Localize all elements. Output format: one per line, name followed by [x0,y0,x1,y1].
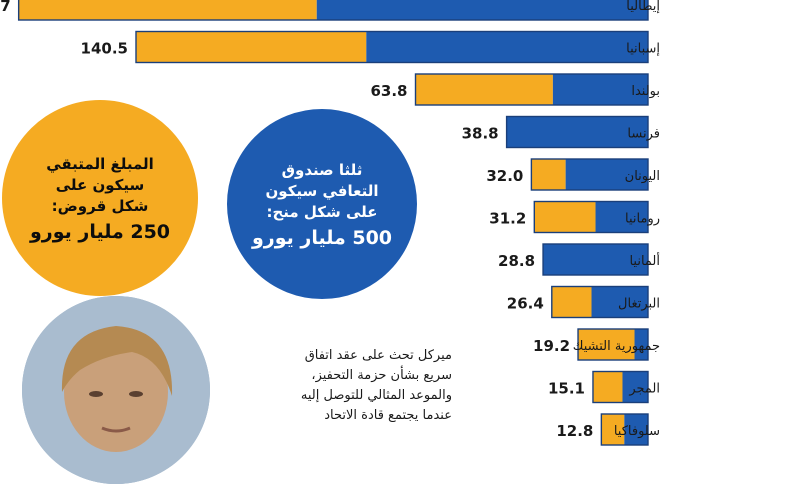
bar-segment-blue [316,0,648,20]
bar-outline [505,115,649,149]
bar-outline [533,200,649,234]
bar-segment-blue [565,159,648,190]
caption-line: عندما يجتمع قادة الاتحاد [324,408,452,423]
loans-line: شكل قروض: [51,196,149,215]
bar-segment-orange [551,286,592,318]
loans-bubble: المبلغ المتبقي سيكون على شكل قروض: 250 م… [2,100,198,296]
category-label: فرنسا [627,127,660,142]
category-label: إسبانيا [626,42,660,57]
grants-text: ثلثا صندوق التعافي سيكون على شكل منح: [265,160,378,223]
category-label: إيطاليا [626,0,660,14]
value-label: 31.2 [489,210,526,228]
grants-bubble: ثلثا صندوق التعافي سيكون على شكل منح: 50… [224,106,420,302]
bar-segment-orange [578,329,635,360]
value-label: 12.8 [556,422,593,440]
bar-outline [530,158,649,191]
bar-segment-blue [634,329,648,360]
value-label: 15.1 [548,380,585,398]
category-label: ألمانيا [629,252,660,269]
value-label: 26.4 [507,295,544,313]
bar-outline [542,243,649,276]
bar-segment-blue [595,201,648,233]
category-label: رومانيا [625,212,660,227]
bar-segment-blue [552,74,648,105]
bar-outline [17,0,649,21]
value-label: 19.2 [533,337,570,355]
loans-amount: 250 مليار يورو [29,220,171,243]
bar-outline [592,370,649,404]
category-label: البرتغال [618,297,660,312]
bar-outline [577,328,649,361]
bar-outline [551,285,649,319]
bar-segment-blue [366,31,648,63]
value-label: 172.7 [0,0,11,15]
bar-segment-blue [624,414,648,445]
bar-segment-blue [543,244,648,275]
caption-text: ميركل تحث على عقد اتفاق سريع بشأن حزمة ا… [292,346,452,426]
portrait-photo [22,296,210,484]
grants-line: على شكل منح: [266,202,378,221]
bar-segment-blue [506,116,648,148]
value-label: 28.8 [498,252,535,270]
bar-segment-orange [136,31,367,63]
bar-outline [414,73,649,106]
bar-segment-blue [591,286,648,318]
bar-segment-orange [592,371,623,403]
bar-outline [600,413,649,446]
bar-segment-blue [622,371,648,403]
loans-text: المبلغ المتبقي سيكون على شكل قروض: [46,154,154,217]
bar-segment-orange [18,0,317,20]
grants-line: التعافي سيكون [265,181,379,200]
value-label: 63.8 [370,82,407,100]
grants-amount: 500 مليار يورو [251,226,393,249]
caption-line: ميركل تحث على عقد اتفاق [304,348,452,363]
loans-line: سيكون على [55,175,145,194]
category-label: المجر [628,382,660,397]
bar-segment-orange [601,414,625,445]
category-label: بولندا [631,84,660,99]
caption-line: والموعد المثالي للتوصل إليه [300,388,452,403]
caption-line: سريع بشأن حزمة التحفيز، [311,368,452,383]
category-label: اليونان [625,169,660,184]
value-label: 140.5 [81,40,128,58]
category-label: سلوفاكيا [614,424,660,439]
bar-segment-orange [531,159,566,190]
value-label: 38.8 [462,125,499,143]
portrait-illustration [22,296,210,484]
loans-line: المبلغ المتبقي [46,154,154,173]
bar-outline [135,30,649,64]
bar-chart: 172.7 إيطاليا 140.5 إسبانيا 63.8 بولندا 38.8 فر… [0,0,660,446]
bar-segment-orange [415,74,553,105]
value-label: 32.0 [486,167,523,185]
category-label: جمهورية التشيك [573,339,660,354]
bar-segment-orange [534,201,596,233]
grants-line: ثلثا صندوق [281,160,363,179]
